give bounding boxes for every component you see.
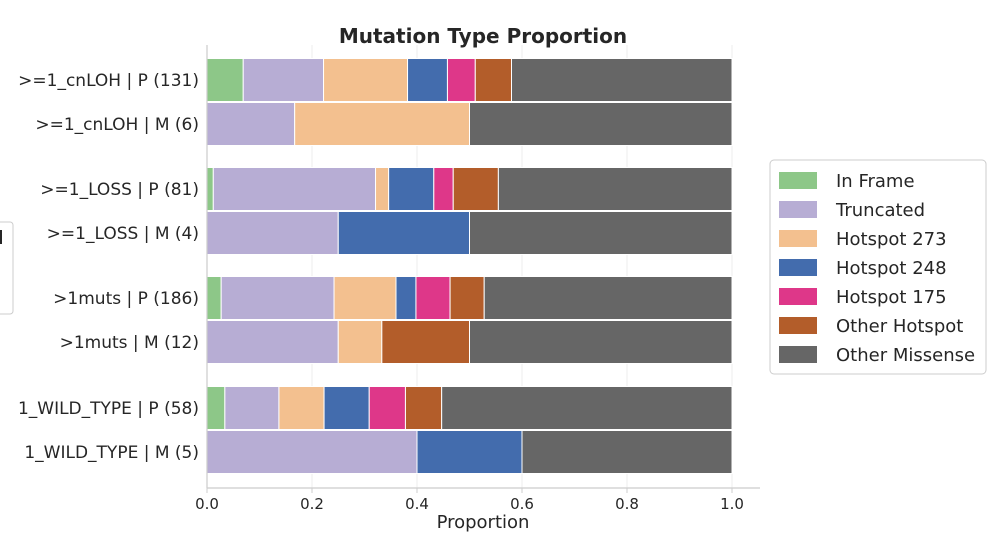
x-axis-label: Proportion xyxy=(437,512,530,533)
bar-segment xyxy=(206,211,339,255)
bar-segment xyxy=(294,102,470,146)
clipped-legend-box xyxy=(0,221,14,315)
legend-label: Hotspot 248 xyxy=(836,258,947,279)
bar-segment xyxy=(212,167,377,211)
y-tick-label: >1muts | P (186) xyxy=(53,289,199,309)
legend-box xyxy=(769,159,987,375)
legend-label: Truncated xyxy=(835,200,925,221)
x-tick-label: 0.8 xyxy=(615,495,639,513)
x-tick-label: 0.4 xyxy=(405,495,429,513)
bar-segment xyxy=(224,386,280,430)
bar-segment xyxy=(469,102,733,146)
legend-swatch xyxy=(779,346,817,363)
bar-segment xyxy=(242,58,325,102)
clipped-legend-mark xyxy=(0,230,2,244)
bar-segment xyxy=(381,320,471,364)
bar-segment xyxy=(368,386,406,430)
x-tick-label: 0.2 xyxy=(300,495,324,513)
legend-label: Other Missense xyxy=(836,345,975,366)
bar-segment xyxy=(449,276,485,320)
legend-swatch xyxy=(779,259,817,276)
bar-segment xyxy=(375,167,390,211)
bar-segment xyxy=(220,276,335,320)
bar-segment xyxy=(433,167,454,211)
bar-segment xyxy=(416,430,523,474)
y-tick-label: >1muts | M (12) xyxy=(60,333,199,353)
bar-segment xyxy=(404,386,443,430)
bar-segment xyxy=(206,58,244,102)
bar-segment xyxy=(395,276,417,320)
legend-label: Hotspot 273 xyxy=(836,229,947,250)
bar-segment xyxy=(452,167,499,211)
bar-segment xyxy=(483,276,733,320)
bar-segment xyxy=(206,167,214,211)
legend-label: In Frame xyxy=(836,171,915,192)
bar-segment xyxy=(415,276,451,320)
bar-segment xyxy=(333,276,397,320)
legend-swatch xyxy=(779,288,817,305)
chart-title: Mutation Type Proportion xyxy=(339,24,627,48)
bar-segment xyxy=(388,167,435,211)
y-tick-label: >=1_cnLOH | P (131) xyxy=(18,71,199,91)
bar-segment xyxy=(469,320,733,364)
legend-swatch xyxy=(779,230,817,247)
bar-segment xyxy=(206,276,222,320)
bar-segment xyxy=(323,386,370,430)
x-tick-label: 0.0 xyxy=(195,495,219,513)
x-tick-label: 1.0 xyxy=(720,495,744,513)
y-tick-label: >=1_LOSS | P (81) xyxy=(40,180,199,200)
legend: In Frame Truncated Hotspot 273 Hotspot 248 H… xyxy=(769,159,987,375)
legend-swatch xyxy=(779,172,817,189)
bar-segment xyxy=(337,211,470,255)
bar-segment xyxy=(206,430,418,474)
legend-label: Other Hotspot xyxy=(836,316,963,337)
y-tick-label: 1_WILD_TYPE | P (58) xyxy=(18,399,199,419)
bar-segment xyxy=(206,320,339,364)
bar-segment xyxy=(206,102,296,146)
y-tick-label: >=1_LOSS | M (4) xyxy=(47,224,199,244)
y-tick-labels: >=1_cnLOH | P (131) >=1_cnLOH | M (6) >=1_… xyxy=(18,71,199,463)
bar-segment xyxy=(446,58,476,102)
x-tick-label: 0.6 xyxy=(510,495,534,513)
legend-swatch xyxy=(779,201,817,218)
bar-segment xyxy=(474,58,512,102)
bar-segment xyxy=(521,430,733,474)
legend-label: Hotspot 175 xyxy=(836,287,947,308)
bar-segment xyxy=(511,58,733,102)
bar-segment xyxy=(278,386,325,430)
legend-swatch xyxy=(779,317,817,334)
bar-segment xyxy=(337,320,383,364)
y-tick-label: >=1_cnLOH | M (6) xyxy=(35,115,199,135)
x-tick-labels: 0.0 0.2 0.4 0.6 0.8 1.0 xyxy=(195,488,744,513)
y-tick-label: 1_WILD_TYPE | M (5) xyxy=(24,443,199,463)
bar-segment xyxy=(497,167,733,211)
bar-segment xyxy=(441,386,733,430)
bar-segment xyxy=(407,58,448,102)
bar-segment xyxy=(323,58,409,102)
bar-segment xyxy=(469,211,733,255)
bar-segment xyxy=(206,386,226,430)
bars-group xyxy=(206,58,733,474)
